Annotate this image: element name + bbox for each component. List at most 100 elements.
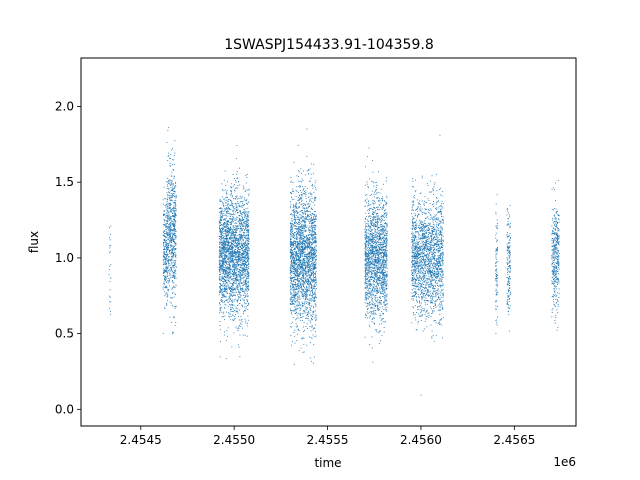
data-point <box>234 232 236 234</box>
data-point <box>291 292 293 294</box>
data-point <box>219 199 221 201</box>
data-point <box>310 231 312 233</box>
data-point <box>167 261 169 263</box>
data-point <box>233 266 235 268</box>
data-point <box>223 252 225 254</box>
data-point <box>300 172 302 174</box>
data-point <box>245 224 247 226</box>
data-point <box>293 268 295 270</box>
data-point <box>165 287 167 289</box>
data-point <box>241 248 243 250</box>
data-point <box>224 226 226 228</box>
data-point <box>247 214 248 216</box>
data-point <box>308 181 310 182</box>
data-point <box>244 197 246 199</box>
data-point <box>304 247 305 249</box>
data-point <box>230 304 232 306</box>
data-point <box>222 196 223 198</box>
data-point <box>166 267 168 268</box>
data-point <box>241 270 243 272</box>
data-point <box>313 164 315 166</box>
data-point <box>174 152 176 154</box>
data-point <box>169 265 171 267</box>
data-point <box>231 287 233 289</box>
data-point <box>309 282 311 283</box>
data-point <box>225 214 227 216</box>
data-point <box>219 279 221 281</box>
data-point <box>231 240 233 242</box>
data-point <box>244 209 246 211</box>
data-point <box>229 261 231 263</box>
data-point <box>247 207 249 209</box>
data-point <box>234 240 236 242</box>
data-point <box>166 217 168 219</box>
data-point <box>171 268 173 270</box>
data-point <box>234 237 236 239</box>
data-point <box>244 256 246 258</box>
data-point <box>308 231 310 233</box>
data-point <box>222 239 224 241</box>
data-point <box>306 128 308 130</box>
data-point <box>240 256 242 258</box>
data-point <box>295 254 297 256</box>
data-point <box>223 214 225 216</box>
data-point <box>223 334 225 336</box>
data-point <box>244 270 246 272</box>
data-point <box>171 213 173 215</box>
data-point <box>292 232 294 234</box>
data-point <box>235 306 237 308</box>
data-point <box>219 279 221 280</box>
data-point <box>304 301 306 303</box>
data-point <box>223 260 225 262</box>
data-point <box>235 240 237 242</box>
data-point <box>303 337 305 339</box>
data-point <box>170 259 172 261</box>
data-point <box>223 223 225 225</box>
data-point <box>232 253 234 255</box>
data-point <box>166 232 168 234</box>
data-point <box>247 229 249 231</box>
data-point <box>237 260 238 262</box>
data-point <box>224 265 226 266</box>
data-point <box>246 246 248 248</box>
data-point <box>167 216 169 217</box>
data-point <box>236 209 238 211</box>
data-point <box>239 195 241 197</box>
data-point <box>221 216 223 218</box>
data-point <box>226 224 228 226</box>
data-point <box>169 206 171 208</box>
data-point <box>298 244 300 246</box>
data-point <box>169 242 171 244</box>
data-point <box>309 257 311 259</box>
data-point <box>221 299 223 301</box>
data-point <box>240 237 241 239</box>
data-point <box>312 329 314 331</box>
data-point <box>313 298 315 300</box>
data-point <box>222 213 223 215</box>
data-point <box>167 274 169 276</box>
data-point <box>312 312 314 314</box>
data-point <box>168 288 170 290</box>
data-point <box>174 229 176 231</box>
data-point <box>300 266 302 268</box>
data-point <box>233 272 235 274</box>
data-point <box>164 216 166 218</box>
data-point <box>242 260 244 262</box>
data-point <box>312 243 314 245</box>
data-point <box>297 270 299 272</box>
data-point <box>242 236 244 238</box>
data-point <box>235 181 237 183</box>
data-point <box>314 246 316 248</box>
data-point <box>171 253 173 255</box>
data-point <box>290 297 292 299</box>
data-point <box>309 245 310 247</box>
data-point <box>231 258 233 260</box>
data-point <box>234 255 236 257</box>
data-point <box>314 215 316 217</box>
data-point <box>236 280 238 282</box>
data-point <box>229 248 231 250</box>
data-point <box>220 242 222 243</box>
data-point <box>303 221 305 223</box>
data-point <box>167 212 169 214</box>
data-point <box>166 202 168 204</box>
